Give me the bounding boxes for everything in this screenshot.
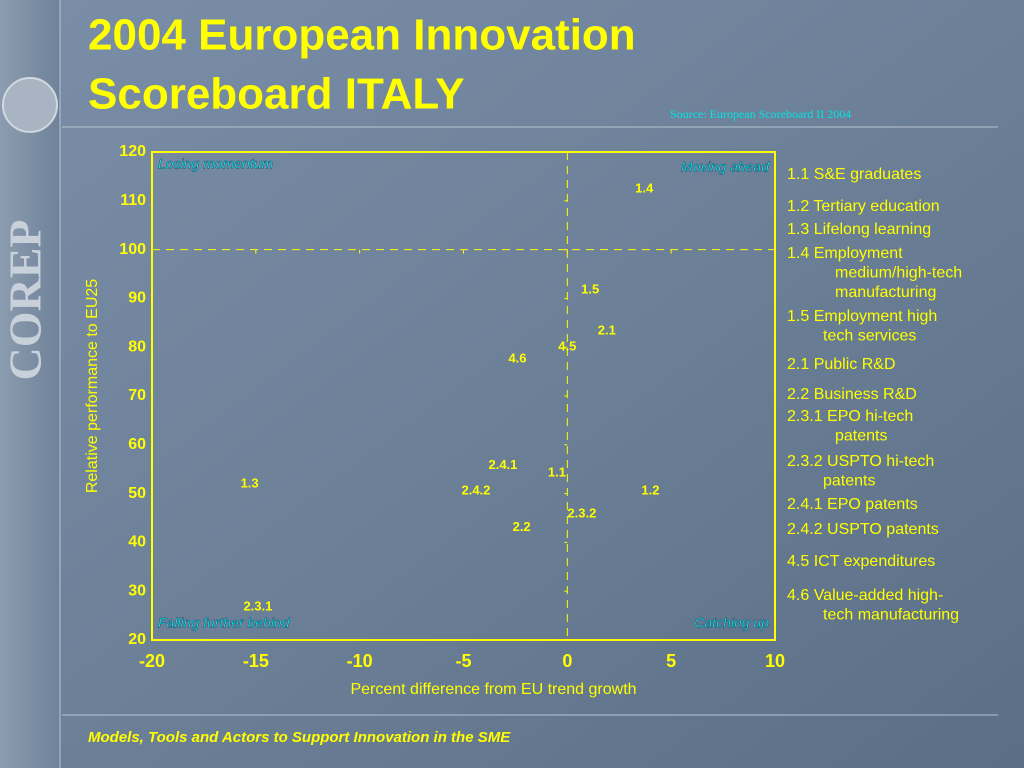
x-tick-label: -15 [243, 651, 269, 671]
legend-text: 4.6 Value-added high- [787, 587, 943, 604]
legend-text: 1.1 S&E graduates [787, 166, 921, 183]
point-label: 1.1 [548, 465, 566, 480]
plot-frame [151, 151, 776, 641]
quadrant-label: Losing momentum [158, 156, 274, 172]
point-label: 1.4 [635, 181, 654, 196]
point-label: 1.3 [241, 475, 259, 490]
legend-text: 1.3 Lifelong learning [787, 221, 931, 238]
legend-text: 2.4.2 USPTO patents [787, 521, 939, 538]
logo-text: COREP [0, 220, 51, 381]
legend-text: 1.2 Tertiary education [787, 198, 940, 215]
point-label: 1.5 [581, 282, 599, 297]
x-axis-label: Percent difference from EU trend growth [350, 681, 636, 698]
x-tick-label: -5 [455, 651, 471, 671]
legend-text: 2.1 Public R&D [787, 356, 896, 373]
y-tick-label: 40 [128, 534, 146, 551]
x-tick-label: 5 [666, 651, 676, 671]
point-label: 2.4.2 [461, 483, 490, 498]
legend-text: 2.2 Business R&D [787, 386, 917, 403]
point-label: 2.1 [598, 323, 616, 338]
legend-text: 2.4.1 EPO patents [787, 496, 918, 513]
legend-text: 1.4 Employment [787, 245, 903, 262]
quadrant-label: Falling further behind [158, 615, 291, 631]
y-tick-label: 100 [119, 241, 146, 258]
x-tick-label: -20 [139, 651, 165, 671]
legend-text: patents [835, 428, 887, 445]
quadrant-label: Moving ahead [681, 159, 770, 175]
y-tick-label: 120 [119, 143, 146, 160]
legend-text: patents [823, 473, 875, 490]
y-tick-label: 70 [128, 387, 146, 404]
legend-text: tech services [823, 328, 916, 345]
point-label: 2.3.2 [567, 506, 596, 521]
y-axis-label: Relative performance to EU25 [84, 279, 101, 493]
y-tick-label: 50 [128, 485, 146, 502]
legend-text: tech manufacturing [823, 607, 959, 624]
y-tick-label: 20 [128, 631, 146, 648]
y-tick-label: 80 [128, 338, 146, 355]
y-tick-label: 90 [128, 290, 146, 307]
footer-text: Models, Tools and Actors to Support Inno… [88, 729, 511, 746]
point-label: 2.2 [513, 519, 531, 534]
point-label: 4.6 [508, 350, 526, 365]
point-label: 1.2 [641, 483, 659, 498]
legend-text: medium/high-tech [835, 265, 962, 282]
y-tick-label: 60 [128, 436, 146, 453]
legend-text: manufacturing [835, 284, 936, 301]
y-tick-label: 110 [120, 192, 146, 209]
point-label: 4.5 [558, 339, 576, 354]
quadrant-label: Catching up [694, 615, 769, 631]
x-tick-label: 0 [562, 651, 572, 671]
x-tick-label: -10 [347, 651, 373, 671]
legend-text: 4.5 ICT expenditures [787, 553, 935, 570]
title-line: Scoreboard ITALY [88, 70, 465, 119]
title-line: 2004 European Innovation [88, 11, 636, 60]
point-label: 2.4.1 [488, 457, 517, 472]
point-label: 2.3.1 [243, 598, 272, 613]
legend-text: 1.5 Employment high [787, 308, 937, 325]
logo-emblem [2, 77, 58, 133]
source-note: Source: European Scoreboard II 2004 [670, 107, 851, 121]
x-tick-label: 10 [765, 651, 785, 671]
y-tick-label: 30 [128, 582, 146, 599]
legend-text: 2.3.1 EPO hi-tech [787, 408, 913, 425]
legend-text: 2.3.2 USPTO hi-tech [787, 453, 934, 470]
